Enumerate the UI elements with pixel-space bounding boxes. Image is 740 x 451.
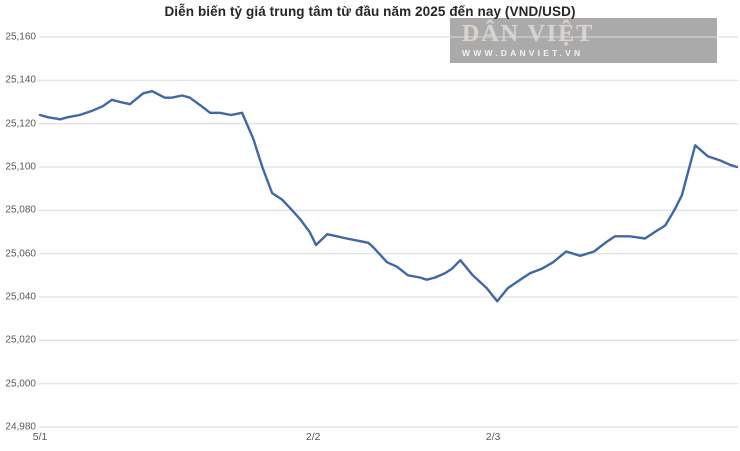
chart-title: Diễn biến tỷ giá trung tâm từ đầu năm 20…	[164, 4, 576, 19]
danviet-watermark: DÂN VIỆT WWW.DANVIET.VN	[450, 18, 717, 63]
danviet-logo: DÂN VIỆT	[462, 21, 595, 47]
exchange-rate-line	[38, 89, 739, 303]
danviet-url: WWW.DANVIET.VN	[462, 48, 584, 58]
